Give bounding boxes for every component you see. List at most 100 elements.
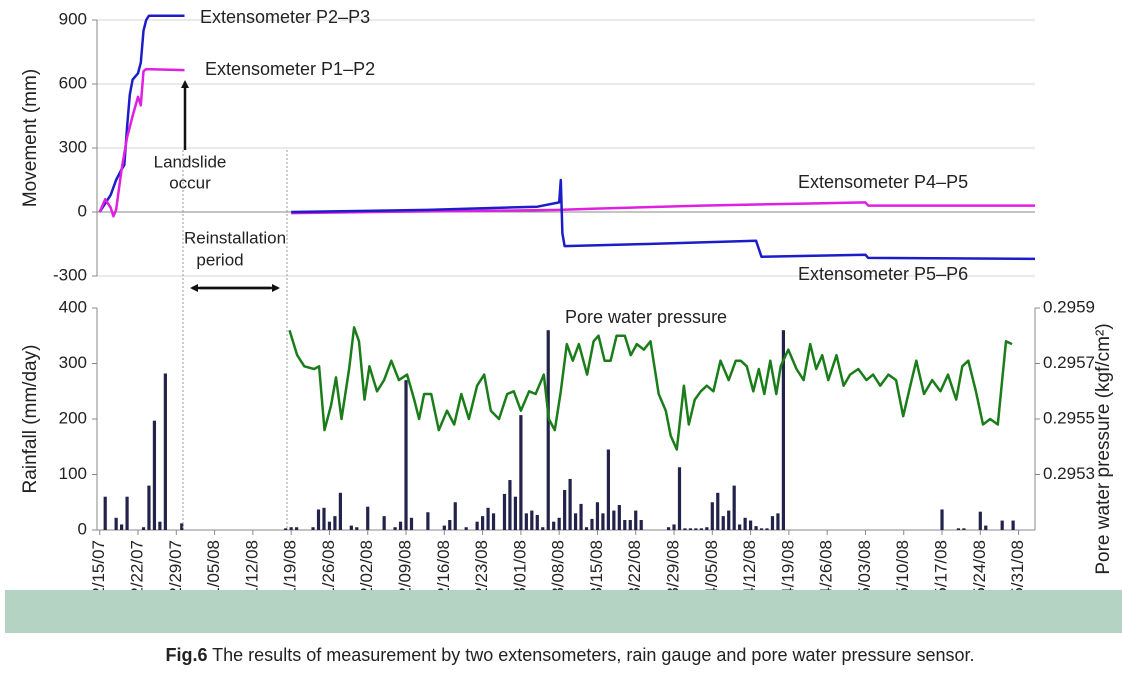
y-tick-label: 300 [59,353,87,372]
bar [355,527,359,530]
caption: Fig.6 The results of measurement by two … [165,645,974,665]
series-label: Pore water pressure [565,307,727,327]
series-line [98,67,185,218]
series-line [288,326,1013,451]
series-label: Extensometer P5–P6 [798,264,968,284]
bar [710,502,714,530]
bar [759,528,764,530]
bar [546,330,550,530]
x-tick-label: 04/12/08 [740,540,759,606]
bar [738,524,742,530]
bar [338,492,342,530]
series-label: Extensometer P2–P3 [200,7,370,27]
bar [486,507,490,530]
x-tick-label: 05/03/08 [855,540,874,606]
bar [617,505,621,530]
annotation: occur [169,173,211,192]
bar [398,521,403,530]
bar [382,516,386,530]
x-tick-label: 04/19/08 [778,540,797,606]
bar [770,516,775,530]
bar [322,507,326,530]
bar [623,520,627,530]
bar [120,524,124,530]
y2-axis-title: Pore water pressure (kgf/cm²) [1093,323,1114,574]
series-line [291,178,1036,261]
bar [453,502,457,530]
y-tick-label: 300 [59,137,87,156]
band [5,590,1122,633]
bar [639,520,643,530]
y-tick-label: 600 [59,73,87,92]
bar [732,485,736,530]
x-tick-label: 05/17/08 [932,540,951,606]
bar [584,527,589,530]
bar [442,525,446,530]
bar [289,527,293,530]
bar [595,502,600,530]
x-tick-label: 12/15/07 [89,540,108,606]
bar [163,373,167,530]
bar [147,485,151,530]
y2-tick-label: 0.2953 [1043,464,1095,483]
bar [508,480,512,530]
bar [125,496,129,530]
chart-layer: -300 0 300 600 900 Movement (mm) Extensometer … [20,7,1114,606]
y-tick-label: 900 [59,9,87,28]
bar [541,527,545,530]
x-tick-label: 03/08/08 [549,540,568,606]
bar [557,517,561,530]
x-tick-label: 03/22/08 [625,540,644,606]
bar [393,527,397,530]
y-tick-label: -300 [53,265,87,284]
bar [333,516,337,530]
bar [634,510,638,530]
x-tick-label: 05/31/08 [1008,540,1027,606]
bar [765,528,769,530]
bar [426,512,430,530]
bar [152,420,157,530]
bar [180,523,184,530]
bar [781,330,786,530]
x-tick-label: 12/29/07 [166,540,185,606]
x-tick-label: 01/05/08 [204,540,223,606]
caption-text: The results of measurement by two extens… [212,645,974,665]
bar [491,513,496,530]
x-tick-label: 03/15/08 [587,540,606,606]
bar [316,509,321,530]
bar [672,524,676,530]
bar [612,510,616,530]
bar [524,513,528,530]
bar [666,527,671,530]
annotation: Landslide [154,152,227,171]
bar [683,528,687,530]
bar [366,506,370,530]
bar [940,509,944,530]
bar [141,527,146,530]
bar [984,525,988,530]
x-tick-label: 02/23/08 [472,540,491,606]
y-tick-label: 200 [59,408,87,427]
bar [349,525,353,530]
bar [601,513,605,530]
bar [776,513,780,530]
bar [721,516,725,530]
bar [480,516,485,530]
bar [743,517,747,530]
y2-tick-label: 0.2957 [1043,353,1095,372]
bar [962,528,966,530]
annotation: period [196,250,243,269]
x-tick-label: 02/09/08 [396,540,415,606]
y-axis-title: Movement (mm) [20,69,41,207]
y-tick-label: 0 [78,201,87,220]
bar [409,517,414,530]
y-tick-label: 400 [59,297,87,316]
bar [295,527,299,530]
bar [519,415,523,530]
caption-label: Fig.6 [165,645,207,665]
bar [573,513,578,530]
y-tick-label: 100 [59,464,87,483]
bar [590,518,594,530]
bar [694,528,698,530]
